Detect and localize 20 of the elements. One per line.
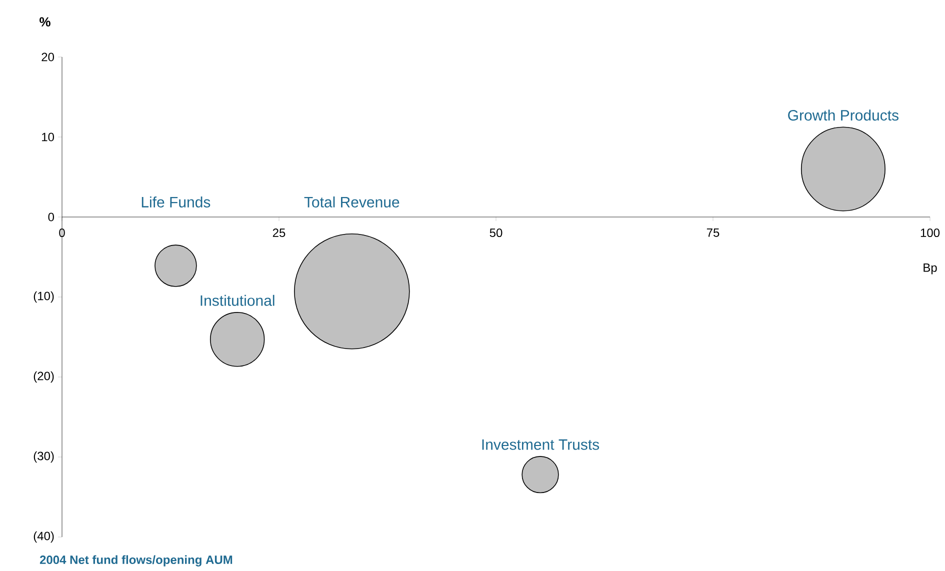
x-tick-label: 0 (59, 228, 65, 238)
x-tick-label: 25 (272, 228, 286, 238)
x-tick-label: 75 (706, 228, 720, 237)
text: Total Revenue (304, 196, 400, 208)
series-label: Investment Trusts (482, 439, 600, 450)
y-tick-label: (40) (34, 531, 54, 543)
text: Life Funds (142, 196, 210, 208)
x-axis-title: Bp (924, 264, 937, 274)
series-label: Institutional (200, 294, 274, 306)
y-tick-label: 20 (42, 52, 54, 62)
series-label: Growth Products (788, 110, 898, 121)
y-tick-label: (30) (34, 451, 54, 463)
text: 2004 Net fund flows/opening AUM (40, 555, 232, 566)
y-tick-label: (10) (34, 291, 54, 303)
y-tick-label: 0 (48, 212, 54, 222)
x-tick-label: 100 (920, 228, 940, 238)
y-tick-label: 10 (42, 132, 54, 142)
y-tick-label: (20) (34, 371, 54, 383)
y-axis-title: % (40, 17, 50, 26)
x-tick-label: 50 (490, 228, 502, 238)
